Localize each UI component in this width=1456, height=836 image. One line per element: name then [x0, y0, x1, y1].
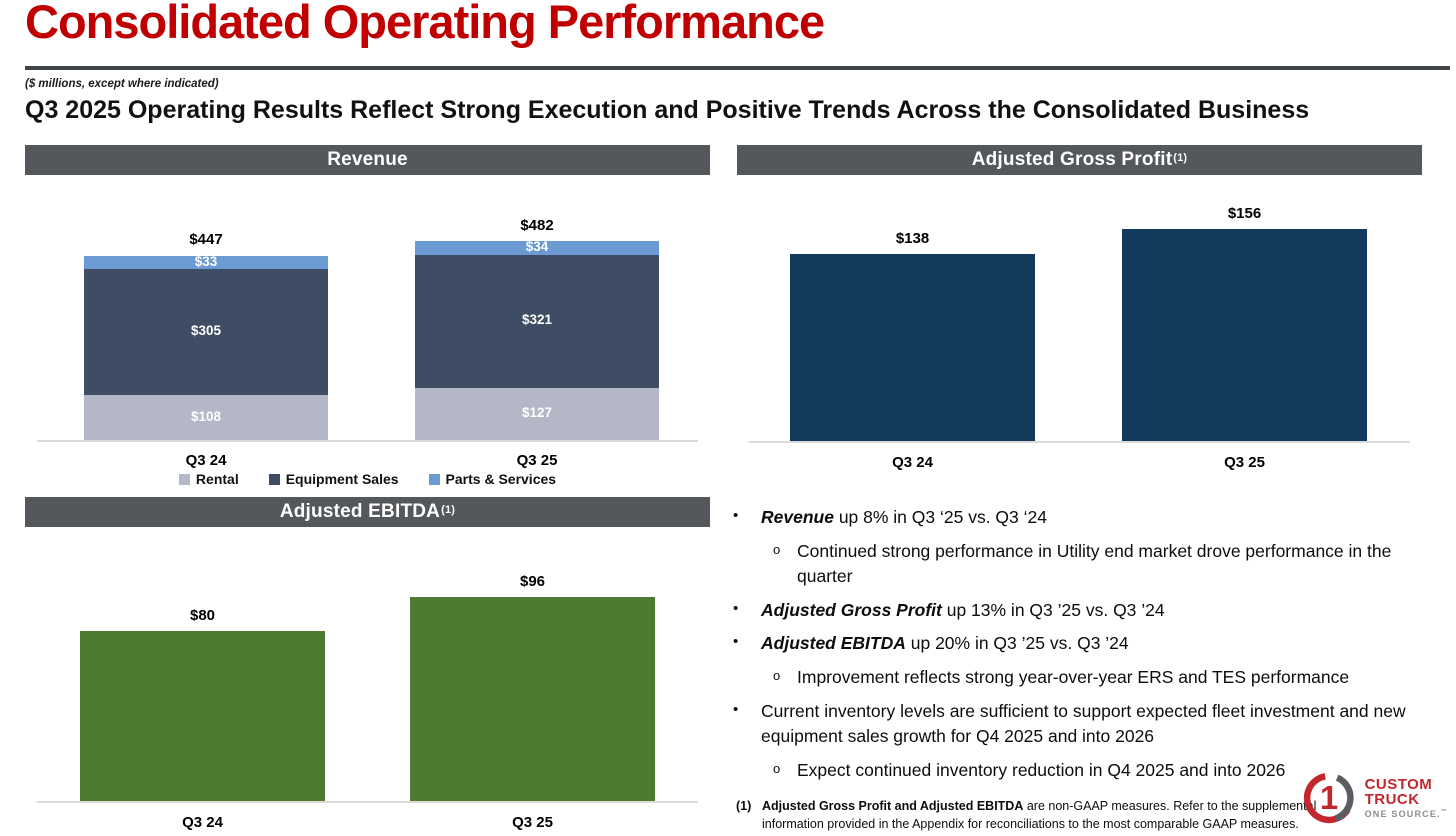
chart-header-adjusted-ebitda: Adjusted EBITDA (1) — [25, 497, 710, 527]
legend-item-parts---services: Parts & Services — [428, 471, 557, 487]
footnote-marker: (1) — [736, 799, 752, 813]
legend-item-rental: Rental — [178, 471, 239, 487]
bullet-text: Current inventory levels are sufficient … — [761, 701, 1406, 746]
bullet-text: Adjusted Gross Profit up 13% in Q3 ’25 v… — [761, 599, 1165, 620]
chart-agp-bar-q3-25 — [1122, 229, 1367, 441]
bullet-lead-text: Adjusted EBITDA — [761, 633, 906, 654]
total-value-label: $482 — [520, 216, 554, 234]
adjusted-gross-profit-chart: $138 Q3 24 $156 Q3 25 — [737, 180, 1422, 480]
chart-header-adjusted-gross-profit: Adjusted Gross Profit (1) — [737, 145, 1422, 175]
legend-swatch-icon — [178, 473, 190, 485]
revenue-chart-legend: Rental Equipment Sales Parts & Services — [25, 471, 710, 487]
legend-label: Parts & Services — [445, 471, 557, 487]
bullet-item: o Improvement reflects strong year-over-y… — [730, 665, 1448, 690]
segment-rental: $108 — [84, 395, 328, 440]
bullet-lead-text: Revenue — [761, 507, 834, 527]
segment-equipment-sales: $305 — [84, 269, 328, 396]
bullet-marker-icon: o — [773, 668, 781, 684]
segment-value-label: $305 — [190, 323, 222, 339]
segment-value-label: $108 — [190, 408, 222, 424]
logo-line-custom: CUSTOM — [1364, 776, 1433, 793]
slide-headline: Q3 2025 Operating Results Reflect Strong… — [25, 96, 1310, 124]
adjusted-ebitda-chart: $80 Q3 24 $96 Q3 25 — [25, 541, 710, 836]
highlights-bullet-list: • Revenue up 8% in Q3 ‘25 vs. Q3 ‘24 o Cont… — [730, 505, 1448, 792]
bullet-marker-icon: • — [733, 599, 739, 617]
logo-wordmark: CUSTOM TRUCK ONE SOURCE.™ — [1365, 777, 1448, 819]
title-divider-rule — [25, 66, 1450, 70]
segment-value-label: $127 — [521, 404, 553, 420]
chart-ebitda-bar-q3-24 — [80, 631, 325, 801]
logo-line-truck: TRUCK — [1364, 791, 1420, 808]
category-label: Q3 24 — [892, 454, 933, 471]
bar-value-label: $156 — [1227, 205, 1262, 223]
bullet-text: Improvement reflects strong year-over-ye… — [797, 667, 1350, 688]
legend-label: Rental — [195, 471, 239, 487]
svg-text:1: 1 — [1319, 779, 1337, 816]
chart-ebitda-bar-q3-25 — [410, 597, 655, 801]
segment-equipment-sales: $321 — [415, 255, 659, 388]
segment-value-label: $34 — [525, 238, 549, 254]
units-note: ($ millions, except where indicated) — [25, 78, 219, 90]
total-value-label: $447 — [189, 231, 223, 249]
bar-value-label: $80 — [189, 607, 216, 625]
x-axis-line — [37, 801, 698, 803]
segment-rental: $127 — [415, 387, 659, 440]
category-label: Q3 24 — [182, 814, 223, 831]
category-label: Q3 25 — [1224, 454, 1265, 471]
segment-parts---services: $33 — [84, 253, 328, 270]
bullet-marker-icon: • — [733, 633, 739, 651]
category-label: Q3 24 — [185, 452, 227, 469]
bar-value-label: $96 — [519, 573, 546, 591]
segment-value-label: $33 — [194, 253, 218, 269]
legend-item-equipment-sales: Equipment Sales — [268, 471, 399, 487]
chart-agp-bar-q3-24 — [790, 253, 1035, 441]
bullet-lead-text: Adjusted Gross Profit — [761, 599, 942, 620]
legend-swatch-icon — [428, 473, 440, 485]
legend-label: Equipment Sales — [285, 471, 399, 487]
category-label: Q3 25 — [516, 452, 558, 469]
page-title: Consolidated Operating Performance — [25, 0, 825, 48]
bullet-item: o Continued strong performance in Utility… — [730, 539, 1448, 589]
segment-value-label: $321 — [521, 312, 553, 328]
bar-value-label: $138 — [895, 229, 930, 247]
chart-header-revenue: Revenue — [25, 145, 710, 175]
bullet-marker-icon: • — [733, 507, 739, 524]
bullet-item: • Revenue up 8% in Q3 ‘25 vs. Q3 ‘24 — [730, 505, 1448, 530]
x-axis-line — [749, 441, 1410, 443]
bullet-marker-icon: • — [733, 701, 739, 719]
bullet-item: o Expect continued inventory reduction in… — [730, 758, 1448, 783]
segment-parts---services: $34 — [415, 238, 659, 255]
revenue-chart: $108 $305 $33 $447 Q3 24 $127 $321 $34 $482 Q3 25 — [25, 180, 710, 480]
logo-line-one-source: ONE SOURCE.™ — [1364, 809, 1448, 819]
bullet-text: Continued strong performance in Utility … — [797, 540, 1392, 586]
custom-truck-one-source-logo: 1 CUSTOM TRUCK ONE SOURCE.™ — [1299, 768, 1448, 828]
revenue-bar-q3-25: $127 $321 $34 — [415, 238, 659, 440]
bullet-text: Adjusted EBITDA up 20% in Q3 ’25 vs. Q3 … — [761, 633, 1129, 654]
bullet-item: • Adjusted EBITDA up 20% in Q3 ’25 vs. Q3… — [730, 631, 1448, 656]
bullet-item: • Current inventory levels are sufficient… — [730, 699, 1448, 749]
footnote-text: Adjusted Gross Profit and Adjusted EBITD… — [762, 799, 1317, 831]
bullet-marker-icon: o — [773, 760, 781, 776]
footnote: (1) Adjusted Gross Profit and Adjusted E… — [736, 798, 1342, 833]
revenue-bar-q3-24: $108 $305 $33 — [84, 253, 328, 440]
category-label: Q3 25 — [512, 814, 553, 831]
bullet-text: Expect continued inventory reduction in … — [797, 759, 1286, 780]
bullet-marker-icon: o — [773, 541, 781, 557]
logo-one-circle-icon: 1 — [1303, 773, 1354, 824]
legend-swatch-icon — [268, 473, 280, 485]
bullet-text: Revenue up 8% in Q3 ‘25 vs. Q3 ‘24 — [761, 507, 1047, 527]
bullet-item: • Adjusted Gross Profit up 13% in Q3 ’25 … — [730, 598, 1448, 623]
x-axis-line — [37, 440, 698, 442]
